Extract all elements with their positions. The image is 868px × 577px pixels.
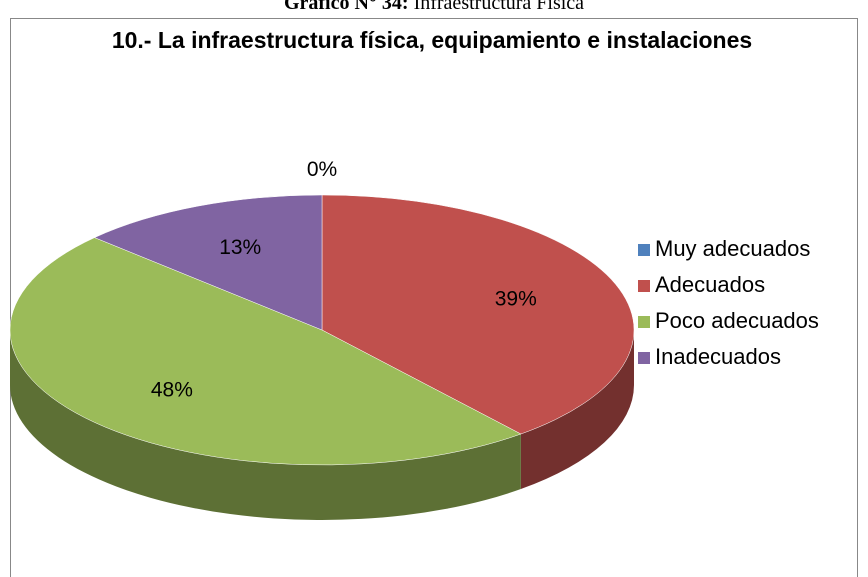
data-label: 48% <box>151 379 193 402</box>
slice-side <box>10 330 521 520</box>
legend-swatch <box>638 244 650 256</box>
caption: Gráfico N° 34: Infraestructura Física <box>284 0 584 14</box>
legend-swatch <box>638 280 650 292</box>
slice <box>9 237 522 466</box>
slice <box>321 194 635 435</box>
slice-side <box>520 330 634 490</box>
legend-label: Inadecuados <box>655 344 781 369</box>
legend-swatch <box>638 352 650 364</box>
caption-label: Gráfico N° 34: <box>284 0 409 14</box>
data-label: 13% <box>219 236 261 259</box>
legend-label: Muy adecuados <box>655 236 810 261</box>
data-label: 0% <box>307 158 337 181</box>
caption-text: Infraestructura Física <box>414 0 585 14</box>
legend-label: Adecuados <box>655 272 765 297</box>
legend-swatch <box>638 316 650 328</box>
slice <box>93 194 323 331</box>
chart-title: 10.- La infraestructura física, equipami… <box>112 27 752 53</box>
data-label: 39% <box>495 287 537 310</box>
legend-label: Poco adecuados <box>655 308 819 333</box>
